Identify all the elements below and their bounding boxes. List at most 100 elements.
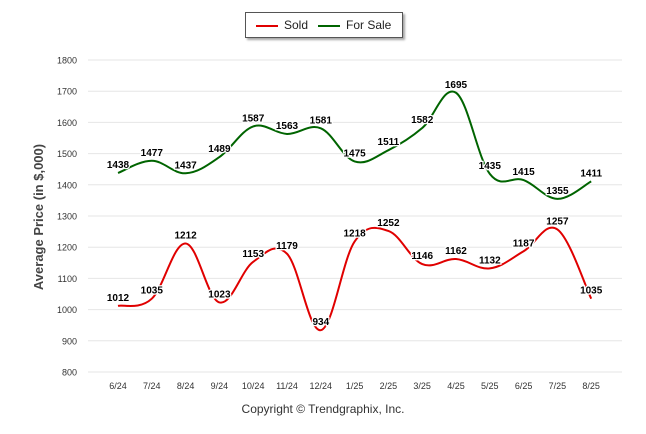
sold-data-label: 1187 (513, 238, 535, 249)
sold-data-label: 1218 (343, 229, 366, 240)
sold-data-point[interactable] (353, 240, 357, 244)
sold-series-line[interactable] (117, 226, 593, 332)
y-tick-label: 1800 (57, 56, 77, 66)
x-tick-label: 1/25 (346, 381, 364, 391)
y-axis-title: Average Price (in $,000) (31, 144, 46, 290)
x-tick-label: 12/24 (310, 381, 333, 391)
forsale-data-point[interactable] (184, 171, 188, 175)
sold-swatch-icon (256, 24, 278, 27)
legend-item-forsale[interactable]: For Sale (318, 18, 391, 32)
forsale-data-point[interactable] (319, 126, 323, 130)
series-layer (116, 90, 593, 332)
y-tick-label: 1500 (57, 149, 77, 159)
x-tick-label: 9/24 (211, 381, 229, 391)
y-tick-label: 1200 (57, 243, 77, 253)
sold-data-point[interactable] (420, 262, 424, 266)
x-tick-label: 6/25 (515, 381, 533, 391)
y-tick-label: 1100 (58, 274, 77, 284)
forsale-data-label: 1563 (276, 121, 299, 132)
forsale-data-point[interactable] (150, 159, 154, 163)
sold-data-label: 1179 (276, 241, 298, 252)
copyright-text: Copyright © Trendgraphix, Inc. (241, 402, 405, 416)
sold-data-label: 1257 (546, 216, 569, 227)
sold-data-point[interactable] (184, 241, 188, 245)
x-tick-label: 4/25 (447, 381, 465, 391)
forsale-data-label: 1489 (208, 144, 231, 155)
legend-sold-label: Sold (284, 18, 309, 32)
sold-data-point[interactable] (251, 260, 255, 264)
sold-data-point[interactable] (522, 249, 526, 253)
sold-data-label: 1212 (174, 230, 197, 241)
forsale-data-label: 1435 (479, 161, 502, 172)
forsale-data-label: 1511 (378, 137, 400, 148)
forsale-data-point[interactable] (116, 171, 120, 175)
forsale-data-point[interactable] (251, 124, 255, 128)
sold-data-label: 1012 (107, 293, 130, 304)
forsale-data-label: 1415 (512, 167, 535, 178)
sold-data-label: 1252 (377, 218, 400, 229)
forsale-data-label: 1437 (174, 160, 197, 171)
sold-data-point[interactable] (285, 252, 289, 256)
forsale-data-label: 1582 (411, 115, 434, 126)
y-tick-label: 800 (62, 368, 77, 378)
legend-item-sold[interactable]: Sold (256, 18, 308, 32)
sold-data-point[interactable] (217, 300, 221, 304)
forsale-swatch-icon (318, 24, 340, 27)
forsale-series-line[interactable] (117, 90, 592, 200)
y-tick-label: 1300 (57, 212, 77, 222)
forsale-data-point[interactable] (555, 197, 559, 201)
sold-data-label: 934 (312, 317, 329, 328)
sold-data-label: 1153 (242, 249, 264, 260)
axis-layer: 800 900 1000 1100 1200 1300 1400 1500 1600 1700 18… (57, 56, 600, 392)
sold-data-point[interactable] (386, 229, 390, 233)
forsale-data-label: 1477 (141, 148, 164, 159)
sold-data-label: 1162 (445, 246, 467, 257)
x-tick-label: 7/24 (143, 381, 161, 391)
forsale-data-point[interactable] (454, 91, 458, 95)
sold-data-label: 1146 (411, 251, 433, 262)
x-tick-label: 6/24 (109, 381, 127, 391)
legend-forsale-label: For Sale (346, 18, 392, 32)
sold-data-point[interactable] (319, 328, 323, 332)
forsale-data-point[interactable] (353, 159, 357, 163)
forsale-data-point[interactable] (420, 126, 424, 130)
forsale-data-label: 1475 (343, 148, 366, 159)
forsale-data-point[interactable] (217, 155, 221, 159)
x-tick-label: 2/25 (380, 381, 398, 391)
x-tick-label: 11/24 (276, 381, 298, 391)
forsale-data-label: 1355 (546, 186, 569, 197)
grid-layer (88, 59, 622, 373)
sold-data-point[interactable] (150, 297, 154, 301)
x-tick-label: 3/25 (413, 381, 431, 391)
forsale-data-label: 1411 (580, 168, 602, 179)
label-layer: 1012 1035 1212 1023 1153 1179 934 1218 1252 1146 1… (106, 79, 604, 330)
sold-data-point[interactable] (589, 297, 593, 301)
sold-data-point[interactable] (555, 227, 559, 231)
x-tick-label: 8/25 (582, 381, 600, 391)
sold-data-point[interactable] (116, 304, 120, 308)
y-tick-label: 1400 (57, 180, 77, 190)
sold-data-label: 1035 (580, 286, 603, 297)
forsale-data-point[interactable] (589, 179, 593, 183)
forsale-data-label: 1587 (242, 113, 265, 124)
x-tick-label: 8/24 (177, 381, 195, 391)
y-tick-label: 1700 (57, 87, 77, 97)
forsale-data-point[interactable] (488, 172, 492, 176)
forsale-data-point[interactable] (522, 178, 526, 182)
legend: Sold For Sale (245, 12, 403, 38)
forsale-data-label: 1581 (310, 115, 333, 126)
forsale-data-point[interactable] (285, 132, 289, 136)
x-tick-label: 5/25 (481, 381, 499, 391)
y-tick-label: 900 (62, 336, 77, 346)
forsale-data-point[interactable] (386, 148, 390, 152)
y-tick-label: 1600 (57, 118, 77, 128)
forsale-data-label: 1438 (107, 160, 130, 171)
y-tick-label: 1000 (57, 305, 77, 315)
sold-data-label: 1132 (479, 255, 501, 266)
sold-data-label: 1035 (141, 286, 164, 297)
sold-data-label: 1023 (208, 289, 231, 300)
sold-data-point[interactable] (488, 266, 492, 270)
x-tick-label: 7/25 (549, 381, 567, 391)
sold-data-point[interactable] (454, 257, 458, 261)
